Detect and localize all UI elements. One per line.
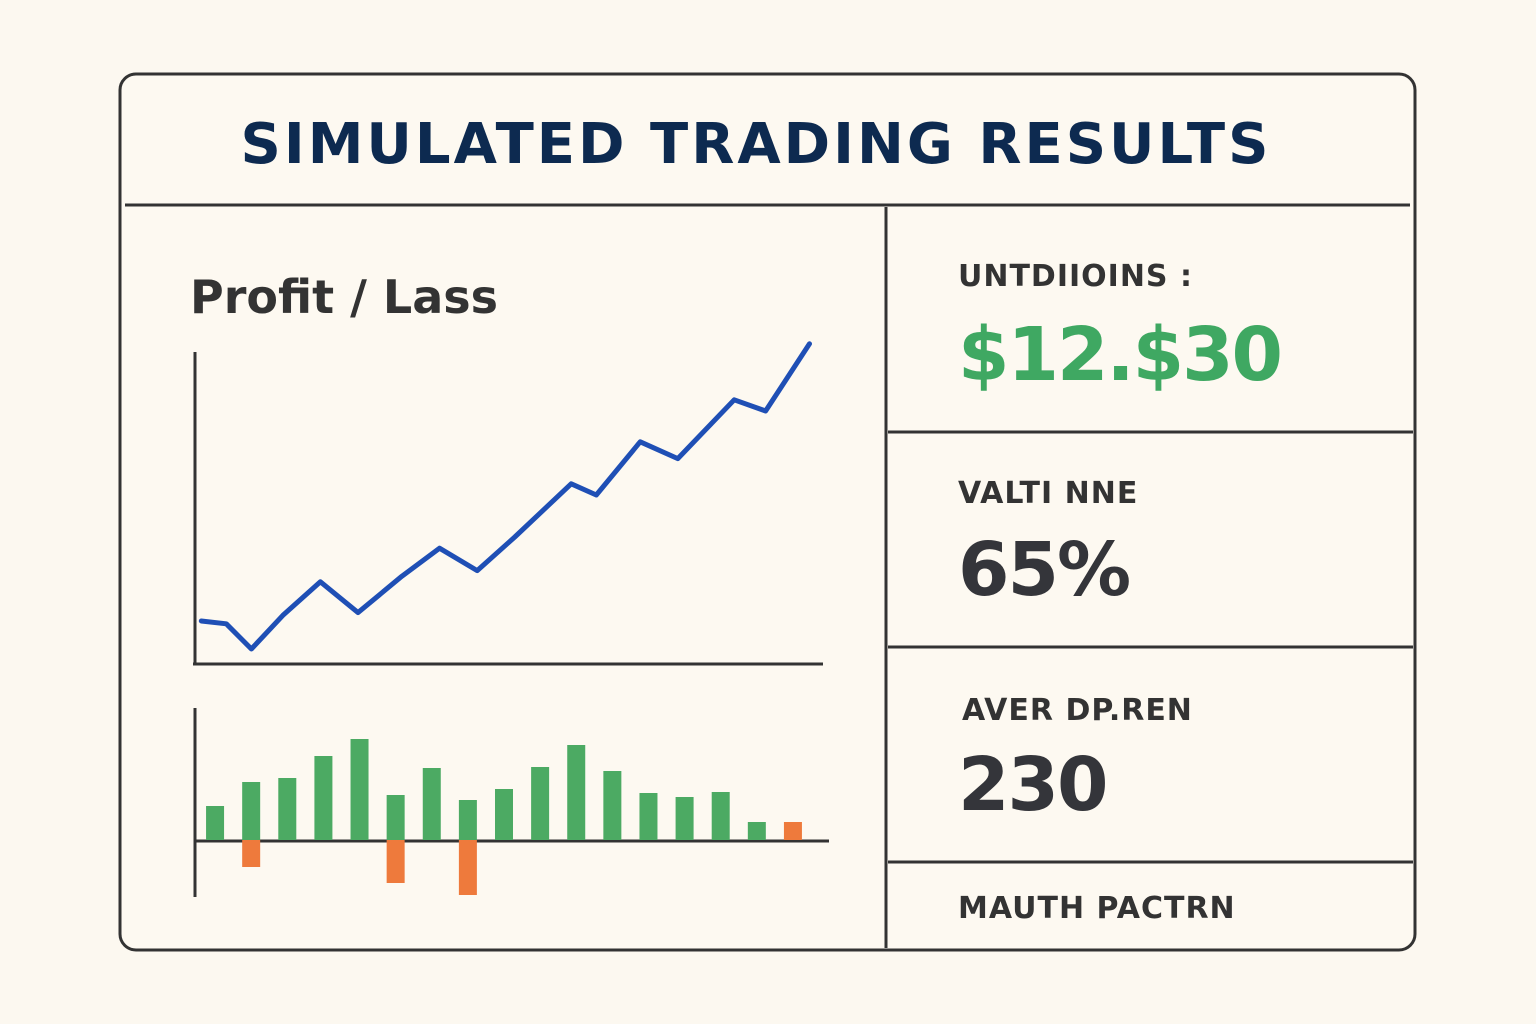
bar <box>675 797 694 840</box>
bar <box>206 806 225 840</box>
stat-label: VALTI NNE <box>958 476 1138 511</box>
line <box>198 341 812 652</box>
bar <box>386 840 405 883</box>
bar <box>422 768 441 840</box>
bar <box>458 840 477 895</box>
bar <box>314 756 333 840</box>
bar <box>603 771 622 840</box>
bar <box>495 789 513 840</box>
stat-value: 230 <box>958 742 1106 828</box>
bar <box>711 792 730 840</box>
stat-value: $12.$30 <box>958 312 1281 398</box>
bar <box>242 840 261 867</box>
title: SIMULATED TRADING RESULTS <box>241 112 1272 177</box>
chart-title: Profit / Lass <box>190 270 498 324</box>
bar <box>278 778 297 840</box>
bar <box>783 822 802 840</box>
card <box>118 72 1417 952</box>
stat-label: MAUTH PACTRN <box>958 891 1236 926</box>
bar <box>567 745 586 840</box>
bar <box>531 767 550 840</box>
stat-label: AVER DP.REN <box>962 693 1193 728</box>
bar <box>350 739 369 840</box>
stat-value: 65% <box>958 527 1129 613</box>
stat-label: UNTDIIOINS : <box>958 259 1193 294</box>
bar <box>386 795 405 840</box>
bar <box>458 800 477 840</box>
bar <box>639 793 658 840</box>
bar <box>747 822 766 840</box>
bar <box>242 782 261 840</box>
